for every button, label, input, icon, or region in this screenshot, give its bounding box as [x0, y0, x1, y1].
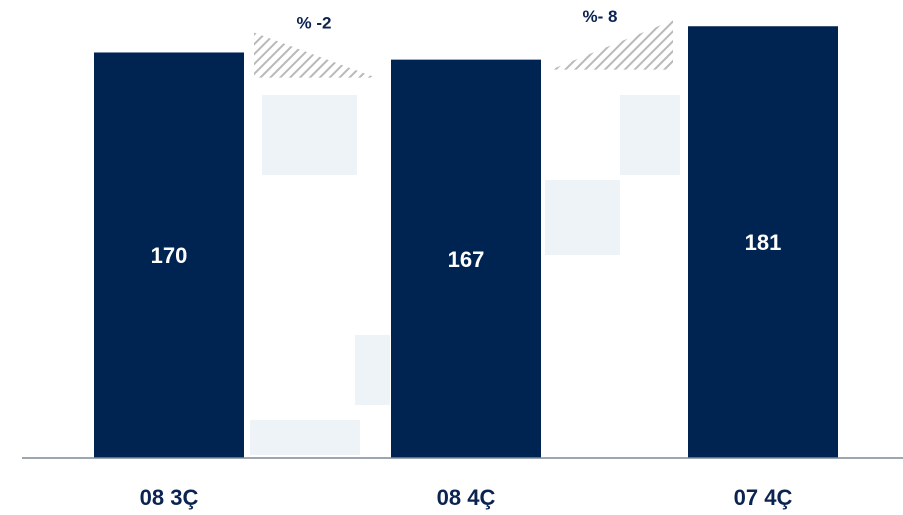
change-label-1: % -2: [297, 13, 332, 32]
data-label-3: 181: [745, 230, 782, 255]
background-tile: [355, 335, 390, 405]
x-tick-label-2: 08 4Ç: [437, 485, 496, 510]
bar-2: [391, 59, 541, 459]
change-label-2: %- 8: [583, 7, 618, 26]
x-tick-label-3: 07 4Ç: [734, 485, 793, 510]
x-tick-label-1: 08 3Ç: [140, 485, 199, 510]
background-tile: [250, 420, 360, 455]
change-wedge-2: [551, 20, 673, 70]
data-label-1: 170: [151, 243, 188, 268]
data-label-2: 167: [448, 247, 485, 272]
change-wedge-1: [254, 32, 376, 78]
bar-1: [94, 52, 244, 459]
background-tile: [262, 95, 357, 175]
bar-3: [688, 26, 838, 458]
background-tile: [545, 180, 620, 255]
background-tile: [620, 95, 680, 175]
